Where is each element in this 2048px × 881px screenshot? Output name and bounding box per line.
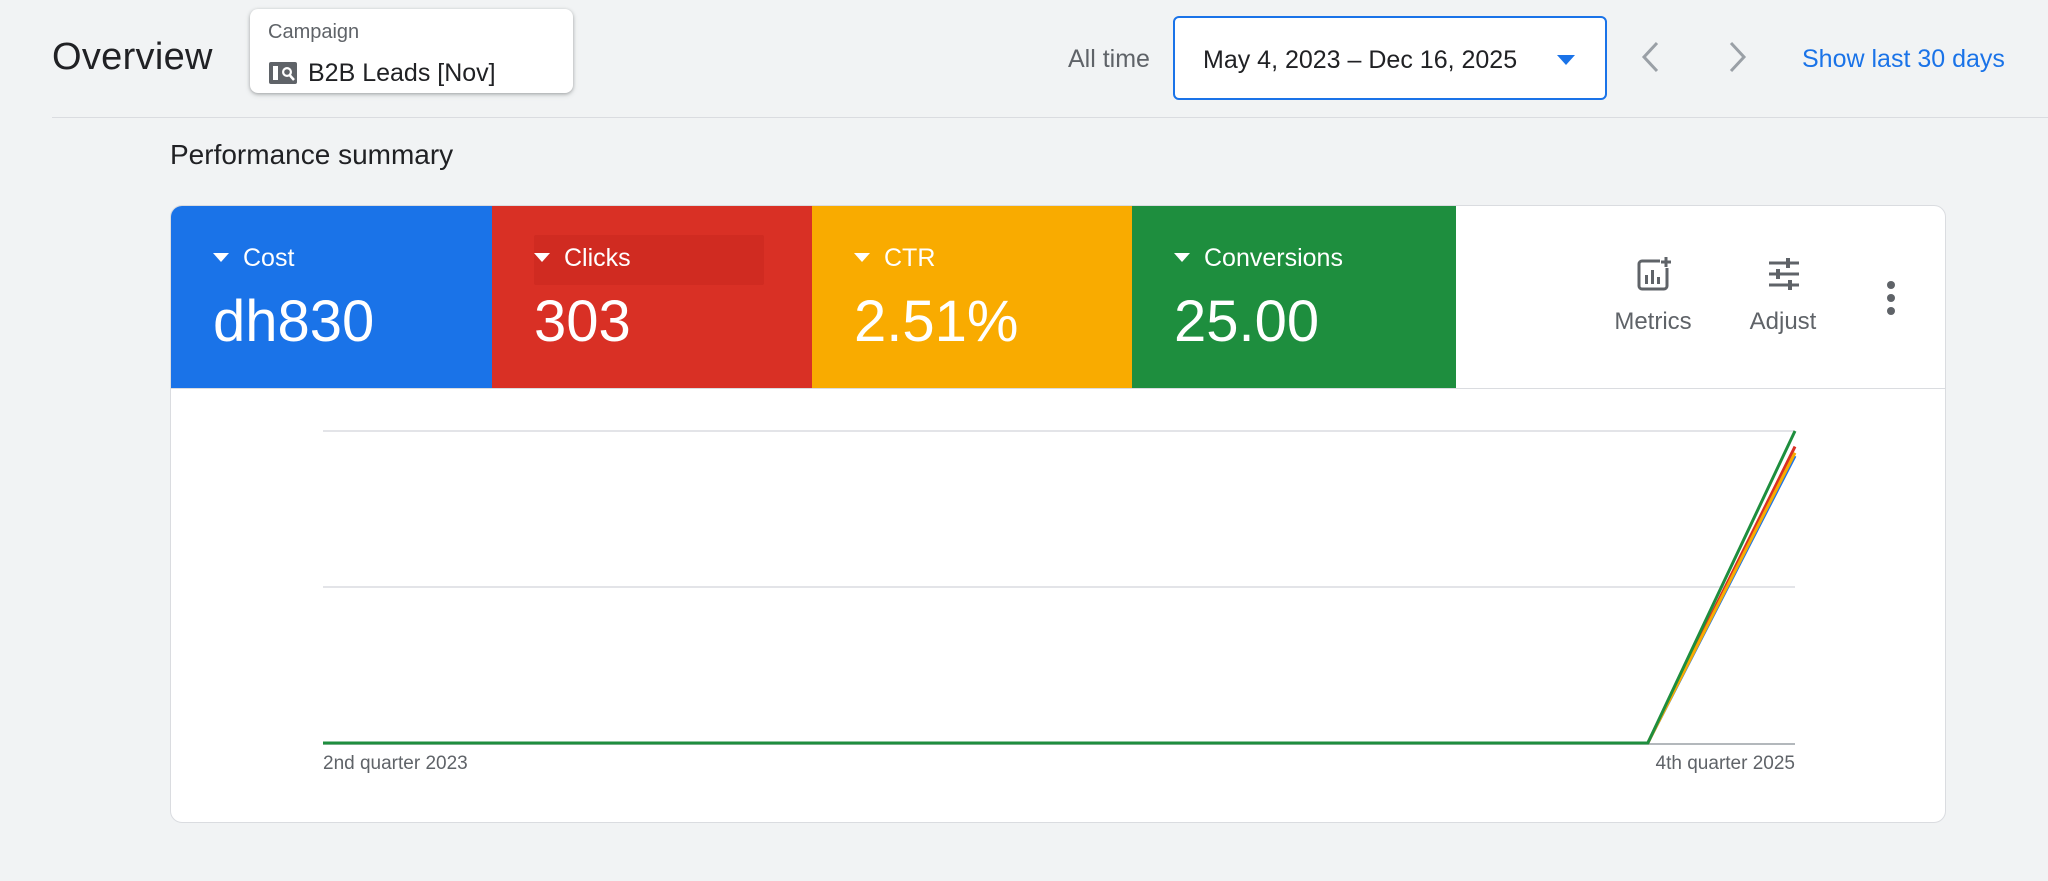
metric-value: 25.00 [1174, 289, 1320, 354]
caret-down-icon[interactable] [854, 253, 870, 262]
tune-icon [1769, 258, 1799, 290]
metric-tile-ctr[interactable]: CTR 2.51% [812, 206, 1132, 388]
more-vert-icon[interactable] [1876, 278, 1906, 318]
performance-chart: 2nd quarter 2023 4th quarter 2025 [323, 430, 1797, 774]
metric-value: 2.51% [854, 289, 1019, 354]
date-range-value: May 4, 2023 – Dec 16, 2025 [1203, 46, 1518, 74]
metric-value: dh830 [213, 289, 375, 354]
chart-series-line-1 [323, 445, 1797, 745]
search-campaign-icon [269, 62, 297, 84]
overview-header: Overview Campaign B2B Leads [Nov] All ti… [52, 0, 2048, 118]
chart-series-line-0 [323, 455, 1797, 745]
metric-tile-cost[interactable]: Cost dh830 [171, 206, 492, 388]
caret-down-icon[interactable] [1174, 253, 1190, 262]
card-divider [171, 388, 1945, 389]
performance-card: Cost dh830 Clicks 303 CTR 2.51% Conversi… [170, 205, 1946, 823]
metric-label: Cost [243, 244, 295, 272]
show-last-30-days-link[interactable]: Show last 30 days [1802, 45, 2005, 73]
metric-selector-hover[interactable] [534, 235, 764, 285]
campaign-selector[interactable]: Campaign B2B Leads [Nov] [250, 9, 573, 93]
metric-label: Clicks [564, 244, 631, 272]
campaign-label: Campaign [268, 21, 360, 43]
metric-label: CTR [884, 244, 936, 272]
chart-series-line-3 [323, 430, 1797, 745]
chevron-down-icon [1557, 55, 1575, 65]
metric-tile-clicks[interactable]: Clicks 303 [492, 206, 812, 388]
adjust-button-label: Adjust [1749, 308, 1817, 335]
campaign-name: B2B Leads [Nov] [308, 59, 496, 87]
chevron-left-icon[interactable] [1640, 40, 1662, 74]
date-range-picker[interactable]: May 4, 2023 – Dec 16, 2025 [1173, 16, 1607, 100]
metric-label: Conversions [1204, 244, 1343, 272]
metrics-button[interactable]: Metrics [1598, 256, 1708, 346]
metric-tile-conversions[interactable]: Conversions 25.00 [1132, 206, 1456, 388]
range-preset-label: All time [1068, 45, 1150, 73]
chart-x-tick-label: 4th quarter 2025 [1656, 753, 1795, 774]
add-chart-icon [1637, 256, 1672, 291]
chart-x-tick-label: 2nd quarter 2023 [323, 753, 468, 774]
performance-summary-title: Performance summary [170, 139, 454, 170]
caret-down-icon[interactable] [534, 253, 550, 262]
page-title: Overview [52, 36, 213, 78]
chart-series-line-2 [323, 452, 1797, 745]
caret-down-icon[interactable] [213, 253, 229, 262]
metrics-button-label: Metrics [1614, 308, 1692, 335]
chevron-right-icon[interactable] [1726, 40, 1748, 74]
adjust-button[interactable]: Adjust [1728, 256, 1838, 346]
metric-value: 303 [534, 289, 631, 354]
